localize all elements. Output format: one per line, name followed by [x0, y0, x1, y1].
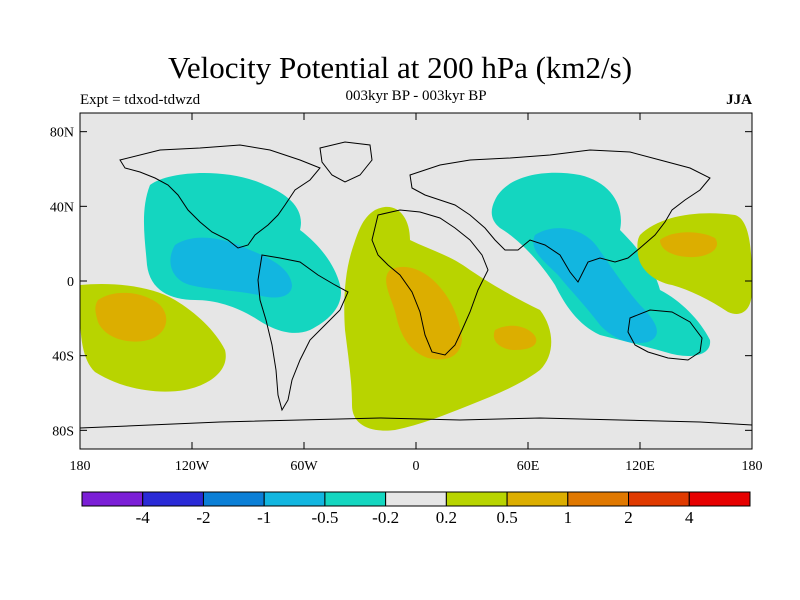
longitude-axis: 180 120W 60W 0 60E 120E 180	[70, 113, 763, 474]
lat-tick-label: 40N	[50, 200, 74, 215]
colorbar-swatch	[445, 491, 508, 507]
positive-core-spacific	[95, 292, 167, 342]
colorbar-label: -0.5	[311, 508, 338, 527]
lat-tick-label: 80S	[52, 424, 74, 439]
colorbar: -4 -2 -1 -0.5 -0.2 0.2 0.5 1 2 4	[81, 491, 751, 527]
lon-tick-label: 180	[70, 459, 91, 474]
colorbar-label: 4	[685, 508, 694, 527]
positive-core-wpacific	[660, 232, 718, 258]
colorbar-label: -2	[196, 508, 210, 527]
colorbar-label: 1	[564, 508, 573, 527]
colorbar-label: -0.2	[372, 508, 399, 527]
colorbar-label: -4	[136, 508, 151, 527]
lat-tick-label: 80N	[50, 126, 74, 141]
colorbar-swatch	[324, 491, 387, 507]
lon-tick-label: 60W	[290, 459, 318, 474]
colorbar-swatch	[567, 491, 630, 507]
colorbar-swatch	[263, 491, 326, 507]
coast-eurasia	[409, 149, 711, 283]
colorbar-swatch	[506, 491, 569, 507]
colorbar-swatch	[385, 491, 447, 507]
colorbar-swatch	[81, 491, 144, 507]
colorbar-label: -1	[257, 508, 271, 527]
coast-antarctica	[80, 417, 752, 429]
lon-tick-label: 180	[742, 459, 763, 474]
lon-tick-label: 120E	[625, 459, 655, 474]
positive-core-indian	[493, 325, 537, 350]
lat-tick-label: 40S	[52, 350, 74, 365]
colorbar-swatch	[628, 491, 690, 507]
negative-core-americas	[170, 237, 292, 298]
latitude-axis: 80N 40N 0 40S 80S	[50, 126, 752, 439]
lon-tick-label: 60E	[517, 459, 540, 474]
lon-tick-label: 120W	[175, 459, 210, 474]
period-label: 003kyr BP - 003kyr BP	[345, 88, 487, 104]
map-title: Velocity Potential at 200 hPa (km2/s)	[167, 50, 633, 85]
coast-north-america	[119, 144, 321, 249]
lon-tick-label: 0	[413, 459, 420, 474]
negative-core-asia	[533, 228, 657, 344]
colorbar-label: 0.2	[436, 508, 457, 527]
experiment-label: Expt = tdxod-tdwzd	[80, 92, 201, 108]
coast-africa	[371, 209, 489, 356]
colorbar-swatch	[142, 491, 204, 507]
lat-tick-label: 0	[67, 275, 74, 290]
positive-core-africa	[386, 266, 462, 360]
colorbar-swatch	[688, 491, 751, 507]
colorbar-swatch	[202, 491, 265, 507]
colorbar-label: 0.5	[496, 508, 517, 527]
colorbar-label: 2	[624, 508, 633, 527]
season-label: JJA	[726, 92, 752, 108]
coastlines	[80, 141, 752, 429]
coast-south-america	[257, 254, 349, 412]
coast-australia	[627, 309, 703, 361]
coast-greenland	[319, 141, 373, 183]
